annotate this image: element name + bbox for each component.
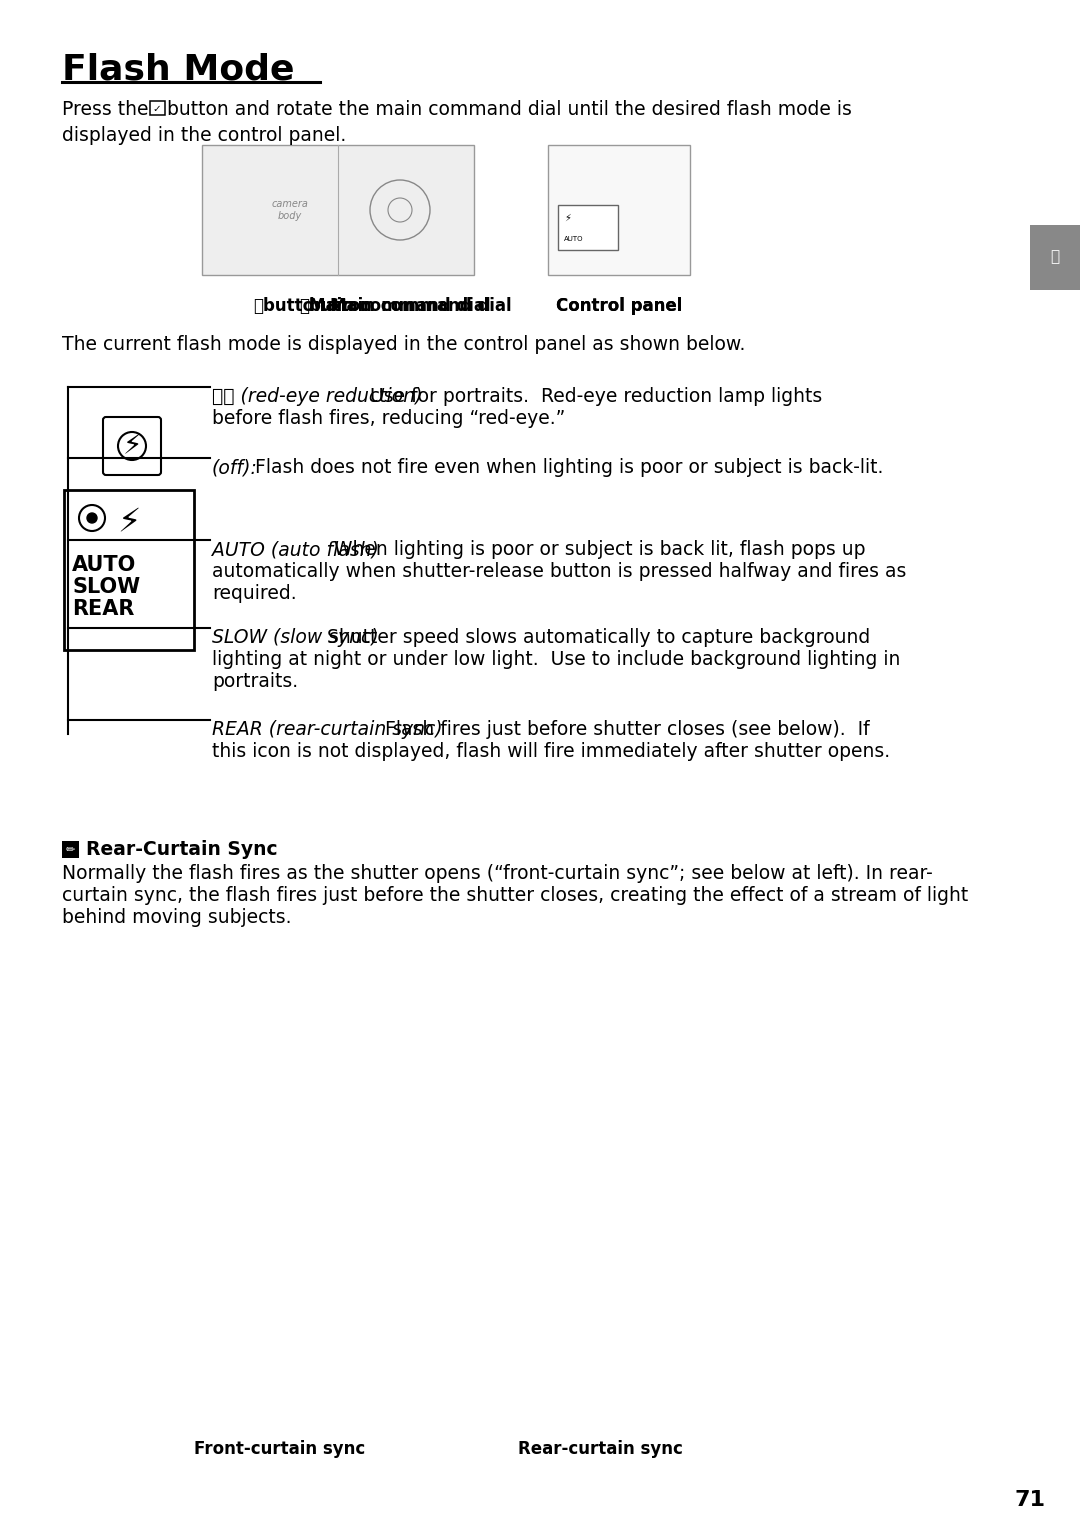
Text: before flash fires, reducing “red-eye.”: before flash fires, reducing “red-eye.” [212, 408, 565, 428]
Text: displayed in the control panel.: displayed in the control panel. [62, 125, 347, 145]
Text: AUTO (auto flash): AUTO (auto flash) [212, 540, 379, 560]
Text: portraits.: portraits. [212, 673, 298, 691]
Text: ⚡: ⚡ [122, 433, 141, 460]
Text: (off):: (off): [212, 459, 258, 477]
Text: Control panel: Control panel [556, 297, 683, 315]
Text: Use for portraits.  Red-eye reduction lamp lights: Use for portraits. Red-eye reduction lam… [370, 387, 823, 407]
FancyBboxPatch shape [1030, 225, 1080, 291]
Circle shape [87, 514, 97, 523]
Text: ⚡: ⚡ [118, 505, 140, 538]
Text: SLOW: SLOW [72, 576, 140, 596]
Text: ✏: ✏ [65, 846, 75, 855]
FancyBboxPatch shape [548, 145, 690, 275]
FancyBboxPatch shape [202, 145, 474, 275]
Text: Main command dial: Main command dial [330, 297, 512, 315]
Text: 📷: 📷 [1051, 249, 1059, 265]
FancyBboxPatch shape [64, 489, 194, 650]
FancyBboxPatch shape [62, 841, 79, 858]
Text: REAR: REAR [72, 599, 134, 619]
Text: camera
body: camera body [271, 199, 309, 220]
Text: required.: required. [212, 584, 297, 602]
Text: 71: 71 [1015, 1489, 1047, 1511]
Text: Rear-Curtain Sync: Rear-Curtain Sync [86, 839, 278, 859]
FancyBboxPatch shape [150, 101, 165, 115]
Text: Main command dial: Main command dial [309, 297, 490, 315]
Text: Flash Mode: Flash Mode [62, 52, 295, 86]
Text: The current flash mode is displayed in the control panel as shown below.: The current flash mode is displayed in t… [62, 335, 745, 355]
FancyBboxPatch shape [558, 205, 618, 251]
Text: When lighting is poor or subject is back lit, flash pops up: When lighting is poor or subject is back… [335, 540, 866, 560]
Text: ✓: ✓ [152, 104, 161, 115]
Text: Normally the flash fires as the shutter opens (“front-curtain sync”; see below a: Normally the flash fires as the shutter … [62, 864, 933, 884]
Text: ⓡbutton: ⓡbutton [299, 297, 373, 315]
Text: ⚡: ⚡ [564, 213, 571, 223]
Text: Press the: Press the [62, 99, 154, 119]
Text: lighting at night or under low light.  Use to include background lighting in: lighting at night or under low light. Us… [212, 650, 901, 670]
Text: ⓡbutton: ⓡbutton [254, 297, 326, 315]
Text: SLOW (slow sync): SLOW (slow sync) [212, 628, 379, 647]
FancyBboxPatch shape [103, 417, 161, 476]
Text: behind moving subjects.: behind moving subjects. [62, 908, 292, 927]
Text: Shutter speed slows automatically to capture background: Shutter speed slows automatically to cap… [327, 628, 870, 647]
Text: AUTO: AUTO [72, 555, 136, 575]
Text: button and rotate the main command dial until the desired flash mode is: button and rotate the main command dial … [167, 99, 852, 119]
Text: REAR (rear-curtain sync): REAR (rear-curtain sync) [212, 720, 443, 739]
Text: automatically when shutter-release button is pressed halfway and fires as: automatically when shutter-release butto… [212, 563, 906, 581]
Text: Rear-curtain sync: Rear-curtain sync [517, 1440, 683, 1459]
Text: Flash fires just before shutter closes (see below).  If: Flash fires just before shutter closes (… [384, 720, 869, 739]
Text: Front-curtain sync: Front-curtain sync [194, 1440, 366, 1459]
Text: Flash does not fire even when lighting is poor or subject is back-lit.: Flash does not fire even when lighting i… [255, 459, 883, 477]
Text: AUTO: AUTO [564, 235, 583, 242]
Text: curtain sync, the flash fires just before the shutter closes, creating the effec: curtain sync, the flash fires just befor… [62, 885, 969, 905]
Text: Control panel: Control panel [556, 297, 683, 315]
Text: this icon is not displayed, flash will fire immediately after shutter opens.: this icon is not displayed, flash will f… [212, 742, 890, 761]
Text: ⓢⓢ (red-eye reduction): ⓢⓢ (red-eye reduction) [212, 387, 422, 407]
